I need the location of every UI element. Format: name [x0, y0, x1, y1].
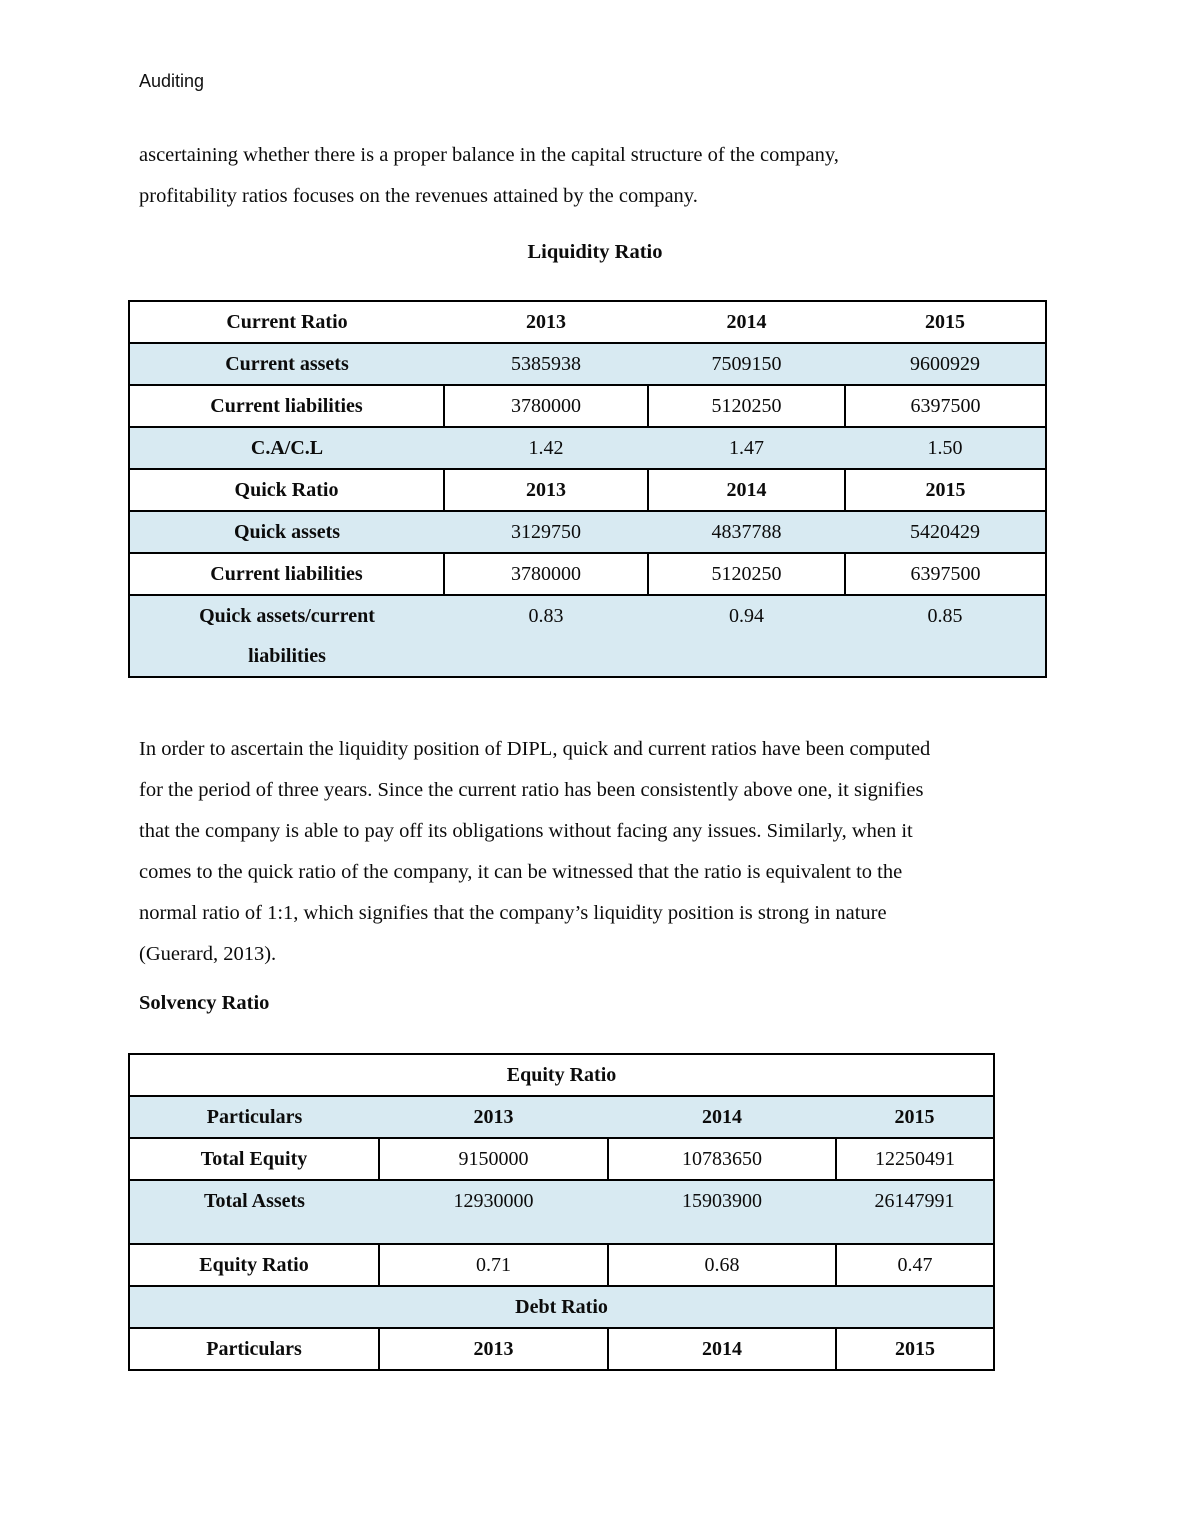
year-cell: 2015	[844, 468, 1047, 512]
liquidity-ratio-table: Current Ratio 2013 2014 2015 Current ass…	[128, 300, 1047, 678]
row-label: Particulars	[129, 1095, 379, 1139]
table-row-total-assets: Total Assets 12930000 15903900 26147991	[129, 1179, 995, 1245]
value-cell: 1.50	[845, 426, 1046, 470]
year-cell: 2013	[378, 1327, 609, 1371]
year-cell: 2015	[836, 1095, 995, 1139]
table-row-current-liabilities-2: Current liabilities 3780000 5120250 6397…	[128, 552, 1047, 596]
table-row-total-equity: Total Equity 9150000 10783650 12250491	[128, 1137, 996, 1181]
equity-ratio-title-cell: Equity Ratio	[129, 1053, 995, 1097]
year-cell: 2015	[845, 300, 1046, 344]
value-cell: 3780000	[443, 552, 649, 596]
table-row-particulars-header-2: Particulars 2013 2014 2015	[128, 1327, 996, 1371]
value-cell: 7509150	[648, 342, 845, 386]
table-row-equity-ratio: Equity Ratio 0.71 0.68 0.47	[128, 1243, 996, 1287]
value-cell: 12930000	[379, 1179, 608, 1245]
value-cell: 4837788	[648, 510, 845, 554]
row-label: Total Assets	[129, 1179, 379, 1245]
value-cell: 9150000	[378, 1137, 609, 1181]
value-cell: 12250491	[834, 1137, 996, 1181]
row-label: Particulars	[128, 1327, 380, 1371]
value-cell: 6397500	[844, 552, 1047, 596]
year-cell: 2014	[608, 1095, 836, 1139]
year-cell: 2013	[379, 1095, 608, 1139]
value-cell: 0.94	[648, 594, 845, 678]
table-row-current-liabilities: Current liabilities 3780000 5120250 6397…	[128, 384, 1047, 428]
row-label: Quick assets	[129, 510, 444, 554]
intro-paragraph: ascertaining whether there is a proper b…	[139, 144, 839, 207]
year-cell: 2015	[834, 1327, 996, 1371]
running-header: Auditing	[139, 71, 205, 91]
row-label: Current assets	[129, 342, 444, 386]
value-cell: 0.68	[607, 1243, 837, 1287]
row-label: C.A/C.L	[129, 426, 444, 470]
table-row-ca-cl: C.A/C.L 1.42 1.47 1.50	[129, 426, 1046, 470]
value-cell: 26147991	[836, 1179, 995, 1245]
year-cell: 2013	[444, 300, 648, 344]
value-cell: 9600929	[845, 342, 1046, 386]
row-label: Quick assets/current liabilities	[129, 594, 444, 678]
debt-ratio-title-cell: Debt Ratio	[129, 1285, 995, 1329]
value-cell: 0.47	[834, 1243, 996, 1287]
value-cell: 5120250	[647, 384, 846, 428]
row-label: Equity Ratio	[128, 1243, 380, 1287]
solvency-ratio-heading: Solvency Ratio	[139, 992, 270, 1014]
row-label: Quick Ratio	[128, 468, 445, 512]
row-label: Current liabilities	[128, 552, 445, 596]
table-row-equity-ratio-title: Equity Ratio	[129, 1053, 995, 1097]
table-row-quick-assets: Quick assets 3129750 4837788 5420429	[129, 510, 1046, 554]
table-row-quick-assets-current-liabilities: Quick assets/current liabilities 0.83 0.…	[129, 594, 1046, 678]
liquidity-ratio-title: Liquidity Ratio	[527, 241, 663, 263]
value-cell: 0.71	[378, 1243, 609, 1287]
value-cell: 1.47	[648, 426, 845, 470]
solvency-ratio-table: Equity Ratio Particulars 2013 2014 2015 …	[128, 1053, 996, 1371]
value-cell: 5120250	[647, 552, 846, 596]
value-cell: 0.85	[845, 594, 1046, 678]
row-label: Total Equity	[128, 1137, 380, 1181]
value-cell: 6397500	[844, 384, 1047, 428]
analysis-paragraph: In order to ascertain the liquidity posi…	[139, 738, 931, 965]
year-cell: 2014	[607, 1327, 837, 1371]
row-label: Current Ratio	[129, 300, 444, 344]
year-cell: 2014	[647, 468, 846, 512]
value-cell: 5385938	[444, 342, 648, 386]
row-label: Current liabilities	[128, 384, 445, 428]
table-row-current-ratio-header: Current Ratio 2013 2014 2015	[129, 300, 1046, 344]
value-cell: 0.83	[444, 594, 648, 678]
year-cell: 2014	[648, 300, 845, 344]
value-cell: 5420429	[845, 510, 1046, 554]
value-cell: 1.42	[444, 426, 648, 470]
value-cell: 3129750	[444, 510, 648, 554]
table-row-quick-ratio-header: Quick Ratio 2013 2014 2015	[128, 468, 1047, 512]
value-cell: 3780000	[443, 384, 649, 428]
table-row-debt-ratio-title: Debt Ratio	[129, 1285, 995, 1329]
value-cell: 15903900	[608, 1179, 836, 1245]
table-row-current-assets: Current assets 5385938 7509150 9600929	[129, 342, 1046, 386]
value-cell: 10783650	[607, 1137, 837, 1181]
table-row-particulars-header: Particulars 2013 2014 2015	[129, 1095, 995, 1139]
year-cell: 2013	[443, 468, 649, 512]
